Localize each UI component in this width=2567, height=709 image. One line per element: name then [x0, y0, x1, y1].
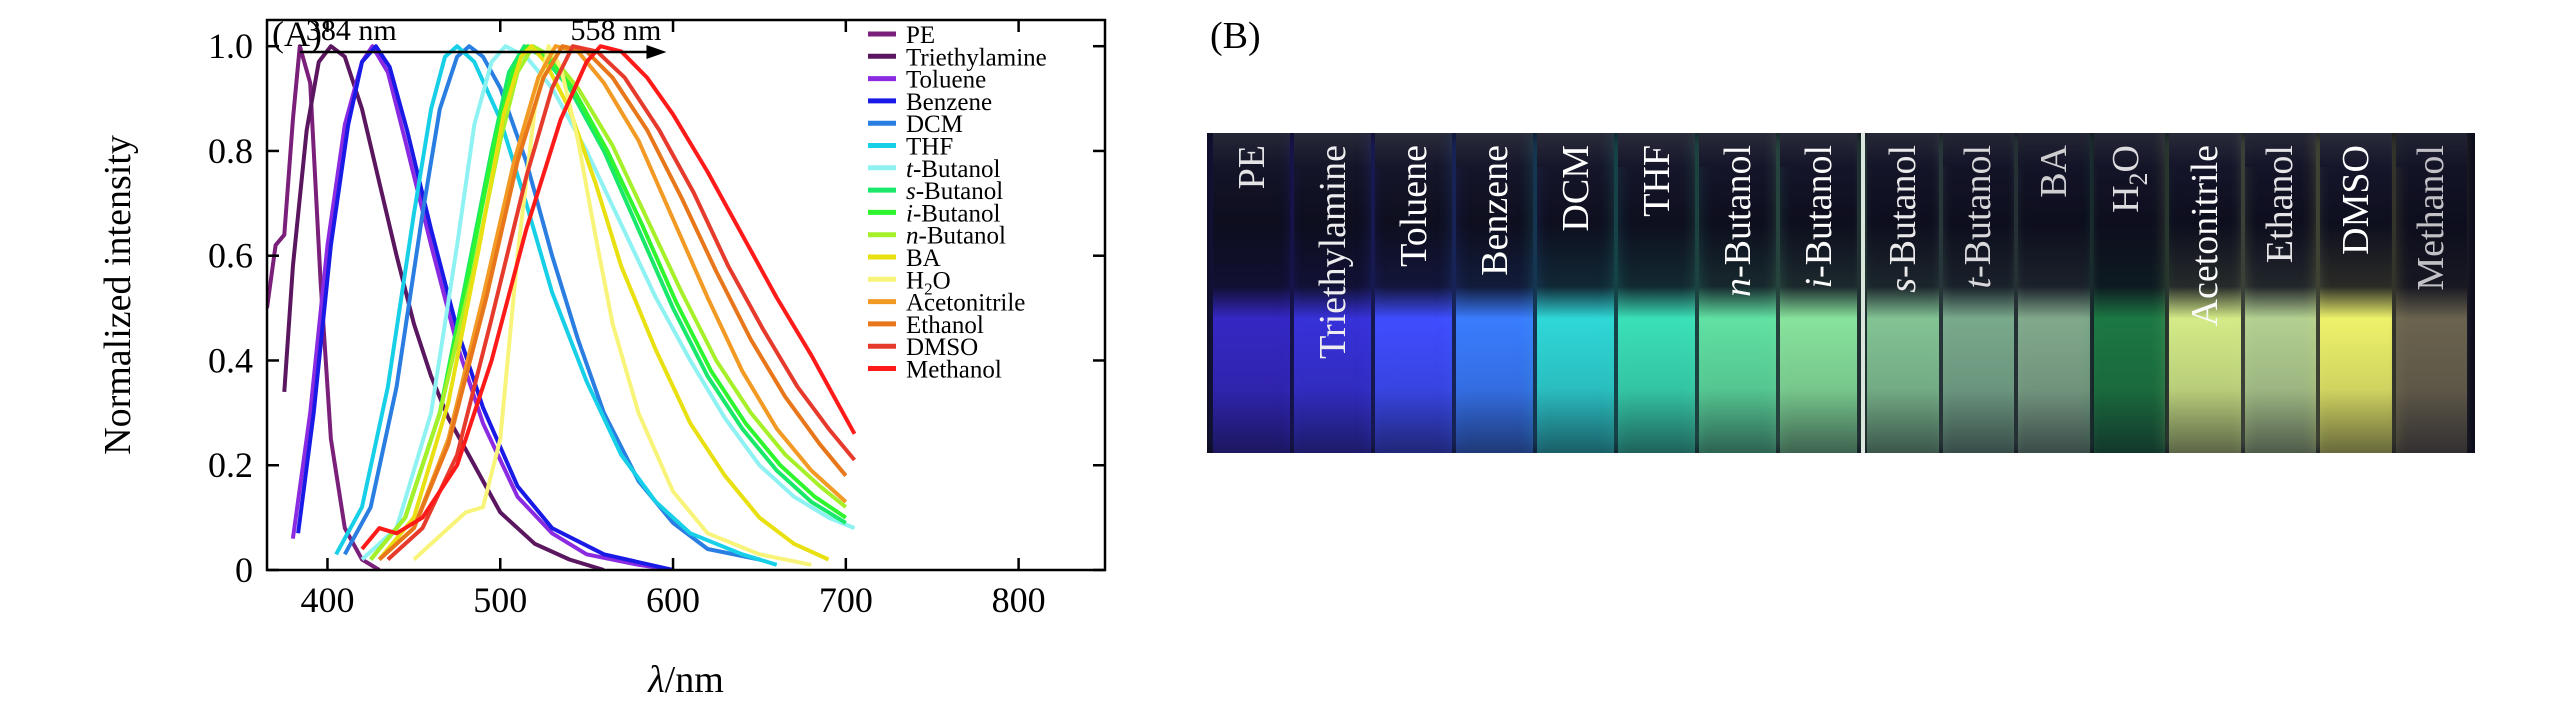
- legend-label-5: THF: [906, 134, 953, 161]
- vial-14: DMSO: [2320, 133, 2392, 453]
- x-tick-label-0: 400: [300, 580, 354, 620]
- legend-label-1: Triethylamine: [906, 44, 1047, 71]
- vial-label-2: Toluene: [1392, 145, 1435, 267]
- x-tick-label-2: 600: [646, 580, 700, 620]
- vial-label-1: Triethylamine: [1311, 145, 1354, 359]
- panel-b-label: (B): [1210, 15, 1261, 57]
- series-line-14: [386, 44, 857, 561]
- vial-cap-12: [2169, 133, 2241, 167]
- legend-label-6: t-Butanol: [906, 156, 1000, 183]
- legend-label-11: H2O: [906, 267, 951, 298]
- photo-divider: [1861, 133, 1865, 453]
- vial-label-13: Ethanol: [2259, 145, 2302, 264]
- vial-cap-1: [1294, 133, 1371, 167]
- y-tick-label-5: 1.0: [208, 26, 253, 66]
- vial-9: t-Butanol: [1942, 133, 2014, 453]
- vial-3: Benzene: [1456, 133, 1533, 453]
- vial-cap-9: [1942, 133, 2014, 167]
- vial-cap-4: [1537, 133, 1614, 167]
- y-axis-label: Normalized intensity: [97, 135, 139, 455]
- vial-cap-10: [2018, 133, 2090, 167]
- vial-label-7: i-Butanol: [1797, 145, 1840, 289]
- vial-cap-2: [1375, 133, 1452, 167]
- legend-label-4: DCM: [906, 111, 963, 138]
- vial-label-12: Acetonitrile: [2183, 145, 2226, 327]
- vial-label-6: n-Butanol: [1716, 145, 1759, 297]
- emission-chart: 400 500 600 700 800 0 0.2 0.4 0.6 0.8 1.0 (A) 384…: [97, 14, 1107, 701]
- vial-cap-15: [2395, 133, 2467, 167]
- shift-arrow-head: [646, 45, 667, 59]
- legend-label-9: n-Butanol: [906, 223, 1006, 250]
- legend-label-0: PE: [906, 22, 935, 49]
- vial-cap-8: [1867, 133, 1939, 167]
- series-line-1: [282, 44, 605, 570]
- vial-13: Ethanol: [2244, 133, 2316, 453]
- vial-label-8: s-Butanol: [1881, 145, 1924, 293]
- vial-label-10: BA: [2032, 145, 2075, 198]
- vial-label-4: DCM: [1554, 145, 1597, 232]
- series-line-9: [369, 44, 848, 561]
- vial-cap-11: [2093, 133, 2165, 167]
- vial-label-3: Benzene: [1473, 145, 1516, 276]
- vial-label-15: Methanol: [2410, 145, 2453, 291]
- vial-label-14: DMSO: [2334, 145, 2377, 255]
- x-tick-label-3: 700: [819, 580, 873, 620]
- legend-label-15: Methanol: [906, 357, 1002, 384]
- vial-10: BA: [2018, 133, 2090, 453]
- y-tick-label-3: 0.6: [208, 236, 253, 276]
- vial-label-0: PE: [1230, 145, 1273, 190]
- series-line-12: [377, 44, 848, 561]
- y-tick-label-4: 0.8: [208, 131, 253, 171]
- vial-7: i-Butanol: [1780, 133, 1857, 453]
- vial-cap-3: [1456, 133, 1533, 167]
- series-line-0: [267, 44, 381, 570]
- y-tick-label-2: 0.4: [208, 340, 253, 380]
- vial-1: Triethylamine: [1294, 133, 1371, 453]
- vial-label-9: t-Butanol: [1957, 145, 2000, 289]
- photo-panel: (B) PE Triethylamine Toluene Benzene DCM THF n…: [1180, 0, 2567, 709]
- vial-5: THF: [1618, 133, 1695, 453]
- series-line-6: [360, 44, 856, 561]
- vial-label-5: THF: [1635, 145, 1678, 217]
- vial-8: s-Butanol: [1867, 133, 1939, 453]
- x-tick-label-4: 800: [992, 580, 1046, 620]
- legend-label-10: BA: [906, 245, 941, 272]
- vial-label-11: H2O: [2105, 145, 2154, 213]
- vial-0: PE: [1213, 133, 1290, 453]
- vial-cap-7: [1780, 133, 1857, 167]
- vial-15: Methanol: [2395, 133, 2467, 453]
- y-tick-label-0: 0: [235, 550, 253, 590]
- x-tick-label-1: 500: [473, 580, 527, 620]
- series-line-15: [360, 44, 857, 551]
- vial-12: Acetonitrile: [2169, 133, 2241, 453]
- legend-label-7: s-Butanol: [906, 178, 1003, 205]
- panel-a-label: (A): [272, 14, 322, 54]
- vial-6: n-Butanol: [1699, 133, 1776, 453]
- legend-label-13: Ethanol: [906, 312, 984, 339]
- legend-label-3: Benzene: [906, 89, 992, 116]
- vial-cap-5: [1618, 133, 1695, 167]
- legend-label-14: DMSO: [906, 334, 978, 361]
- end-wavelength-label: 558 nm: [570, 14, 661, 47]
- vial-11: H2O: [2093, 133, 2165, 453]
- legend-label-12: Acetonitrile: [906, 290, 1025, 317]
- vial-cap-13: [2244, 133, 2316, 167]
- series-line-13: [377, 44, 848, 561]
- plot-frame: [265, 18, 1107, 572]
- series-line-3: [296, 44, 674, 570]
- x-axis-label: λ/nm: [647, 659, 724, 701]
- vial-2: Toluene: [1375, 133, 1452, 453]
- y-tick-label-1: 0.2: [208, 445, 253, 485]
- start-wavelength-label: 384 nm: [306, 14, 397, 47]
- vial-cap-6: [1699, 133, 1776, 167]
- legend-label-8: i-Butanol: [906, 200, 1000, 227]
- legend-label-2: Toluene: [906, 67, 986, 94]
- vial-cap-0: [1213, 133, 1290, 167]
- vial-photo: PE Triethylamine Toluene Benzene DCM THF n-But…: [1207, 133, 2475, 453]
- vial-4: DCM: [1537, 133, 1614, 453]
- vial-cap-14: [2320, 133, 2392, 167]
